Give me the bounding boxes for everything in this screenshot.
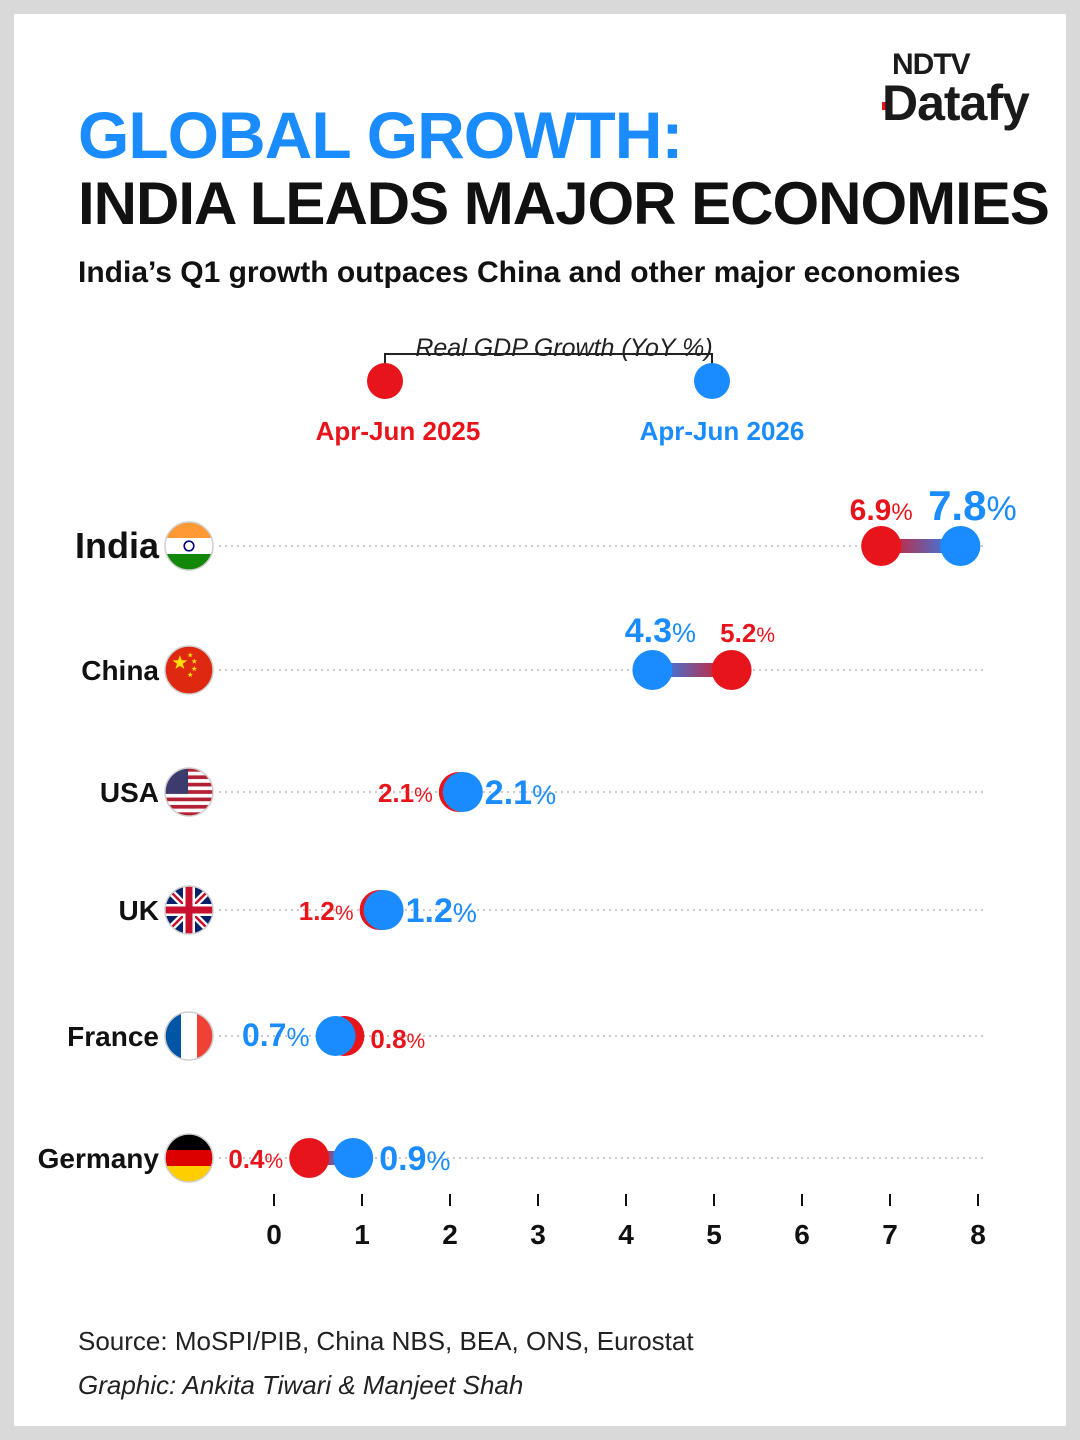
legend-bracket (384, 353, 713, 380)
value-label-2026-usa: 2.1% (485, 774, 556, 812)
x-tick-label: 0 (266, 1219, 282, 1250)
title-line-2: INDIA LEADS MAJOR ECONOMIES (78, 170, 1050, 237)
brand-logo-top: NDTV (892, 48, 971, 81)
legend-label-2026: Apr-Jun 2026 (639, 416, 805, 446)
legend-label-2025: Apr-Jun 2025 (315, 416, 481, 446)
country-label-france: France (67, 1021, 159, 1052)
value-label-2025-china: 5.2% (720, 618, 775, 648)
value-label-2025-france: 0.8% (370, 1024, 425, 1054)
germany-flag-icon (164, 1133, 214, 1183)
france-flag-icon (164, 1011, 214, 1061)
value-label-2026-uk: 1.2% (406, 892, 477, 930)
dot-2026-france (315, 1016, 356, 1056)
usa-flag-icon (164, 767, 214, 817)
dot-2025-india (861, 526, 902, 566)
dot-2026-germany (333, 1138, 374, 1178)
country-label-china: China (81, 655, 159, 686)
country-label-germany: Germany (38, 1143, 160, 1174)
value-label-2025-germany: 0.4% (228, 1144, 283, 1174)
dot-2026-usa (442, 772, 483, 812)
legend-dot-2025 (367, 363, 403, 399)
legend-dot-2026 (694, 363, 730, 399)
country-label-uk: UK (119, 895, 159, 926)
graphic-credit: Graphic: Ankita Tiwari & Manjeet Shah (78, 1370, 524, 1400)
brand-logo-dot (882, 102, 890, 110)
x-tick-label: 3 (530, 1219, 546, 1250)
country-label-usa: USA (100, 777, 159, 808)
india-flag-icon (164, 521, 214, 571)
x-tick-label: 5 (706, 1219, 722, 1250)
subtitle: India’s Q1 growth outpaces China and oth… (78, 256, 961, 289)
value-label-2026-germany: 0.9% (379, 1140, 450, 1178)
x-tick-label: 7 (882, 1219, 898, 1250)
dot-2026-china (632, 650, 673, 690)
value-label-2026-india: 7.8% (928, 482, 1017, 529)
value-label-2026-france: 0.7% (242, 1017, 310, 1053)
dumbbell-chart: India China USA UK France Germany 6.9% 7.8% 4.3%… (38, 353, 1017, 1250)
uk-flag-icon (164, 885, 214, 935)
value-label-2026-china: 4.3% (625, 612, 696, 650)
china-flag-icon (164, 645, 214, 695)
dot-2025-china (711, 650, 752, 690)
dot-2026-uk (363, 890, 404, 930)
infographic-card: NDTV Datafy GLOBAL GROWTH: INDIA LEADS M… (14, 14, 1066, 1426)
country-label-india: India (75, 525, 160, 566)
legend-title: Real GDP Growth (YoY %) (415, 334, 713, 362)
x-tick-label: 8 (970, 1219, 986, 1250)
dot-2026-india (940, 526, 981, 566)
value-label-2025-usa: 2.1% (378, 778, 433, 808)
dot-2025-germany (289, 1138, 330, 1178)
x-tick-label: 4 (618, 1219, 634, 1250)
x-tick-label: 2 (442, 1219, 458, 1250)
value-label-2025-india: 6.9% (850, 494, 913, 527)
title-line-1: GLOBAL GROWTH: (78, 98, 683, 172)
value-label-2025-uk: 1.2% (299, 896, 354, 926)
x-tick-label: 1 (354, 1219, 370, 1250)
x-tick-label: 6 (794, 1219, 810, 1250)
brand-logo-main: Datafy (882, 75, 1030, 131)
source-note: Source: MoSPI/PIB, China NBS, BEA, ONS, … (78, 1326, 694, 1356)
